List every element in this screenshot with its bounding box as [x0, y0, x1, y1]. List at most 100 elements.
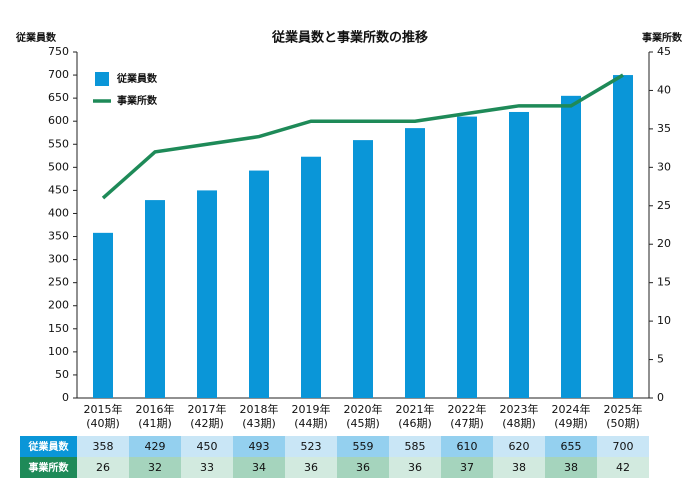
x-tick-label: (40期)	[86, 417, 120, 430]
table-value: 36	[304, 461, 318, 474]
table-value: 523	[301, 440, 322, 453]
x-tick-label: 2018年	[240, 402, 279, 416]
x-tick-label: (44期)	[294, 417, 328, 430]
x-tick-label: 2021年	[396, 402, 435, 416]
y-tick-label: 350	[48, 230, 69, 243]
bar	[301, 156, 321, 398]
table-value: 38	[512, 461, 526, 474]
table-value: 26	[96, 461, 110, 474]
bar	[457, 116, 477, 398]
bar	[561, 95, 581, 399]
x-tick-label: (45期)	[346, 417, 380, 430]
y-axis-label: 従業員数	[15, 31, 57, 44]
table-cell	[441, 436, 493, 457]
table-cell	[77, 436, 129, 457]
x-tick-label: (48期)	[502, 417, 536, 430]
table-cell	[233, 436, 285, 457]
bar	[613, 75, 633, 399]
y-tick-label: 750	[48, 45, 69, 58]
table-value: 429	[145, 440, 166, 453]
legend-swatch	[95, 72, 109, 86]
x-tick-label: (49期)	[554, 417, 588, 430]
table-value: 37	[460, 461, 474, 474]
y2-tick-label: 5	[657, 353, 664, 366]
x-tick-label: (42期)	[190, 417, 224, 430]
y2-tick-label: 15	[657, 276, 671, 289]
y-tick-label: 300	[48, 253, 69, 266]
legend-label: 従業員数	[116, 72, 158, 85]
table-cell	[493, 436, 545, 457]
y-tick-label: 700	[48, 68, 69, 81]
y2-tick-label: 30	[657, 160, 671, 173]
table-cell	[77, 457, 129, 478]
y-tick-label: 150	[48, 322, 69, 335]
table-value: 450	[197, 440, 218, 453]
y-tick-label: 50	[55, 368, 69, 381]
table-cell	[389, 457, 441, 478]
table-cell	[597, 457, 649, 478]
table-value: 34	[252, 461, 266, 474]
table-cell	[597, 436, 649, 457]
y2-tick-label: 45	[657, 45, 671, 58]
bar	[197, 190, 217, 398]
table-value: 585	[405, 440, 426, 453]
table-cell	[337, 457, 389, 478]
bar	[405, 128, 425, 398]
chart-title: 従業員数と事業所数の推移	[271, 30, 428, 46]
table-value: 33	[200, 461, 214, 474]
x-tick-label: 2022年	[448, 402, 487, 416]
table-cell	[129, 457, 181, 478]
table-value: 38	[564, 461, 578, 474]
table-cell	[181, 436, 233, 457]
table-cell	[129, 436, 181, 457]
y2-tick-label: 35	[657, 122, 671, 135]
table-cell	[285, 436, 337, 457]
table-value: 620	[509, 440, 530, 453]
table-value: 655	[561, 440, 582, 453]
x-tick-label: (46期)	[398, 417, 432, 430]
x-tick-label: 2016年	[136, 402, 175, 416]
x-tick-label: 2023年	[500, 402, 539, 416]
x-tick-label: 2020年	[344, 402, 383, 416]
bar	[353, 140, 373, 398]
x-tick-label: (47期)	[450, 417, 484, 430]
y-tick-label: 0	[62, 391, 69, 404]
x-tick-label: 2025年	[604, 402, 643, 416]
table-value: 32	[148, 461, 162, 474]
y2-tick-label: 25	[657, 199, 671, 212]
x-tick-label: 2019年	[292, 402, 331, 416]
legend-label: 事業所数	[117, 94, 158, 107]
y2-tick-label: 40	[657, 83, 671, 96]
bar	[249, 170, 269, 398]
table-header: 従業員数	[28, 440, 70, 453]
table-cell	[389, 436, 441, 457]
y-tick-label: 100	[48, 345, 69, 358]
y-tick-label: 500	[48, 160, 69, 173]
x-tick-label: (50期)	[606, 417, 640, 430]
table-value: 36	[356, 461, 370, 474]
x-tick-label: 2015年	[84, 402, 123, 416]
y2-axis-label: 事業所数	[642, 31, 683, 44]
table-cell	[181, 457, 233, 478]
table-value: 559	[353, 440, 374, 453]
table-cell	[441, 457, 493, 478]
y-tick-label: 600	[48, 114, 69, 127]
y-tick-label: 450	[48, 183, 69, 196]
y-tick-label: 200	[48, 299, 69, 312]
table-header-cell	[20, 457, 77, 478]
table-cell	[233, 457, 285, 478]
y2-tick-label: 10	[657, 314, 671, 327]
table-value: 42	[616, 461, 630, 474]
y-tick-label: 650	[48, 91, 69, 104]
table-value: 493	[249, 440, 270, 453]
table-cell	[493, 457, 545, 478]
x-tick-label: 2024年	[552, 402, 591, 416]
table-cell	[545, 436, 597, 457]
table-value: 36	[408, 461, 422, 474]
table-value: 610	[457, 440, 478, 453]
x-tick-label: (43期)	[242, 417, 276, 430]
y-tick-label: 400	[48, 206, 69, 219]
x-tick-label: (41期)	[138, 417, 172, 430]
table-header: 事業所数	[29, 461, 70, 474]
